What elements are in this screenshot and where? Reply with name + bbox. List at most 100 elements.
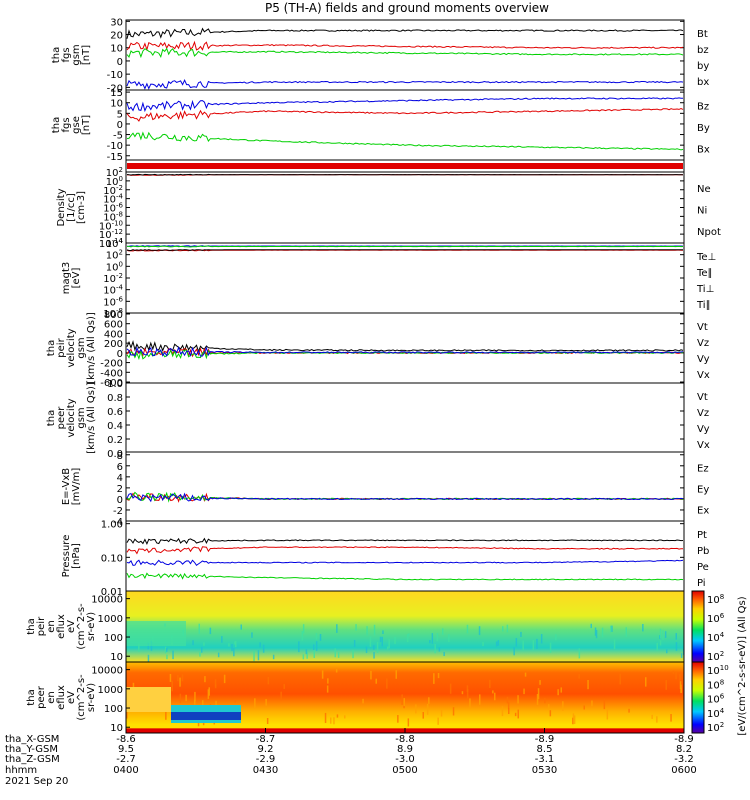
temperature-ytick: 102	[106, 249, 123, 262]
efield-series-2	[126, 492, 684, 503]
x-tick-label-2: -3.1	[535, 754, 555, 765]
pressure-ytick: 1.00	[101, 520, 123, 531]
efield-ylabel: E=-VxB[mV/m]	[61, 468, 82, 506]
fgs_gse-ytick: 0	[117, 120, 123, 131]
temperature-legend-1: Te∥	[696, 268, 713, 279]
fgs_gse-ytick: -10	[107, 141, 123, 152]
temperature-ytick: 10-2	[103, 272, 123, 285]
efield-ytick: -4	[113, 517, 123, 528]
temperature-legend-0: Te⊥	[696, 252, 716, 263]
pressure-series-0	[126, 537, 684, 546]
peir_en_eflux-texture	[128, 623, 685, 665]
density-ytick: 102	[106, 166, 123, 179]
efield-ytick: 0	[117, 495, 123, 506]
peir_en_eflux-spectrogram	[126, 591, 684, 662]
temperature-legend-2: Ti⊥	[696, 284, 714, 295]
peer_en_eflux-ytick: 1000	[98, 685, 123, 696]
peir_velocity-series-2	[126, 349, 684, 361]
peer_velocity-legend-3: Vx	[697, 440, 710, 451]
density-ytick: 10-4	[103, 193, 123, 206]
temperature-ytick: 10-6	[103, 295, 123, 308]
peer_velocity-ytick: 0.4	[107, 421, 123, 432]
peir_en_eflux-cbar-tick: 108	[707, 593, 724, 606]
peir_velocity-legend-3: Vx	[697, 370, 710, 381]
figure-title: P5 (TH-A) fields and ground moments over…	[265, 1, 549, 15]
peer_en_eflux-ytick: 10	[110, 723, 123, 734]
panel-0: 30 20 10 0 -10 -20 thafgsgsm[nT] Bt bz by bx	[51, 17, 709, 94]
x-tick-label-2: -2.9	[256, 754, 276, 765]
density-ytick: 10-2	[103, 184, 123, 197]
peir_velocity-ytick: -400	[100, 368, 123, 379]
fgs_gsm-series-1	[126, 40, 684, 52]
fgs_gsm-series-3	[126, 78, 684, 90]
peer_velocity-ytick: 0.0	[107, 449, 123, 460]
panel-5: 8006004002000-200-400-600thapeirvelocity…	[46, 310, 710, 389]
density-legend-0: Ne	[697, 184, 711, 195]
peir_velocity-legend-1: Vz	[697, 338, 709, 349]
x-tick-label-0: -8.9	[674, 734, 694, 745]
peir_velocity-ytick: 600	[104, 320, 123, 331]
temperature-series-3	[127, 245, 684, 248]
x-tick-label-3: 0430	[253, 765, 278, 776]
peer-early-region	[126, 687, 171, 712]
peer-low-flux-core	[171, 712, 241, 720]
temperature-frame	[125, 242, 685, 314]
x-tick-label-0: -8.7	[256, 734, 276, 745]
fgs_gse-ytick: -15	[107, 152, 123, 163]
peir_velocity-series-3	[126, 346, 684, 357]
panel-10: 10000 1000 100 10 thapeerenefluxeV(cm^2-s-sr…	[26, 661, 729, 734]
peer_en_eflux-cbar-tick: 1010	[707, 664, 729, 677]
temperature-ytick: 10-4	[103, 284, 123, 297]
peir_en_eflux-colorbar	[691, 590, 705, 663]
temperature-ytick: 10-8	[103, 307, 123, 320]
peir_velocity-frame	[125, 312, 685, 384]
panel-2	[125, 159, 685, 173]
peir_velocity-ytick: 800	[104, 310, 123, 321]
x-row-label-y: tha_Y-GSM	[5, 744, 58, 755]
peer_velocity-legend-0: Vt	[697, 392, 708, 403]
peer_velocity-legend-1: Vz	[697, 408, 709, 419]
peer_en_eflux-ytick: 10000	[91, 666, 123, 677]
temperature-ytick: 104	[106, 237, 124, 250]
x-tick-label-2: -2.7	[116, 754, 136, 765]
fgs_gse-series-0	[126, 107, 684, 122]
x-tick-label-1: 9.2	[258, 744, 274, 755]
pressure-legend-3: Pi	[697, 578, 706, 589]
x-row-label-x: tha_X-GSM	[5, 734, 59, 745]
peir_en_eflux-ytick: 100	[104, 633, 123, 644]
x-tick-label-1: 9.5	[118, 744, 134, 755]
density-legend-1: Ni	[697, 206, 707, 217]
peer_en_eflux-cbar-tick: 104	[707, 707, 725, 720]
peer_en_eflux-texture	[126, 669, 682, 727]
peer_velocity-frame	[125, 382, 685, 454]
peer_velocity-ytick: 0.6	[107, 407, 123, 418]
panel-9: 10000 1000 100 10 thapeirenefluxeV(cm^2-s-sr…	[26, 590, 748, 736]
fgs_gsm-ytick: 30	[110, 17, 123, 28]
peir_en_eflux-cbar-tick: 106	[707, 612, 725, 625]
fgs_gse-ytick: -5	[113, 131, 123, 142]
peir_en_eflux-ylabel: thapeirenefluxeV(cm^2-s-sr-eV)	[26, 603, 97, 650]
x-tick-label-3: 0600	[671, 765, 696, 776]
peer_velocity-legend-2: Vy	[697, 424, 710, 435]
peer_velocity-ytick: 1.0	[107, 379, 123, 390]
efield-ytick: 8	[117, 451, 123, 462]
fgs_gsm-ylabel: thafgsgsm[nT]	[51, 44, 92, 65]
pressure-frame	[125, 520, 685, 592]
pressure-series-3	[126, 572, 684, 581]
peir_en_eflux-ytick: 10	[110, 652, 123, 663]
fgs_gsm-ytick: -10	[107, 70, 123, 81]
peer_velocity-ytick: 0.8	[107, 393, 123, 404]
efield-legend-2: Ex	[697, 506, 709, 517]
fgs_gsm-series-2	[126, 47, 684, 59]
fgs_gsm-legend-3: bx	[697, 77, 709, 88]
fgs_gsm-ytick: 20	[110, 31, 123, 42]
pressure-ylabel: Pressure[nPa]	[61, 535, 82, 578]
x-tick-label-1: 8.5	[537, 744, 553, 755]
x-tick-label-1: 8.9	[397, 744, 413, 755]
fgs_gse-ytick: 5	[117, 109, 123, 120]
peir_en_eflux-cbar-tick: 104	[707, 631, 725, 644]
panel-8: 1.00 0.10 0.01 Pressure[nPa] Pt Pb Pe Pi	[61, 520, 709, 598]
fgs_gse-ytick: 10	[110, 99, 123, 110]
